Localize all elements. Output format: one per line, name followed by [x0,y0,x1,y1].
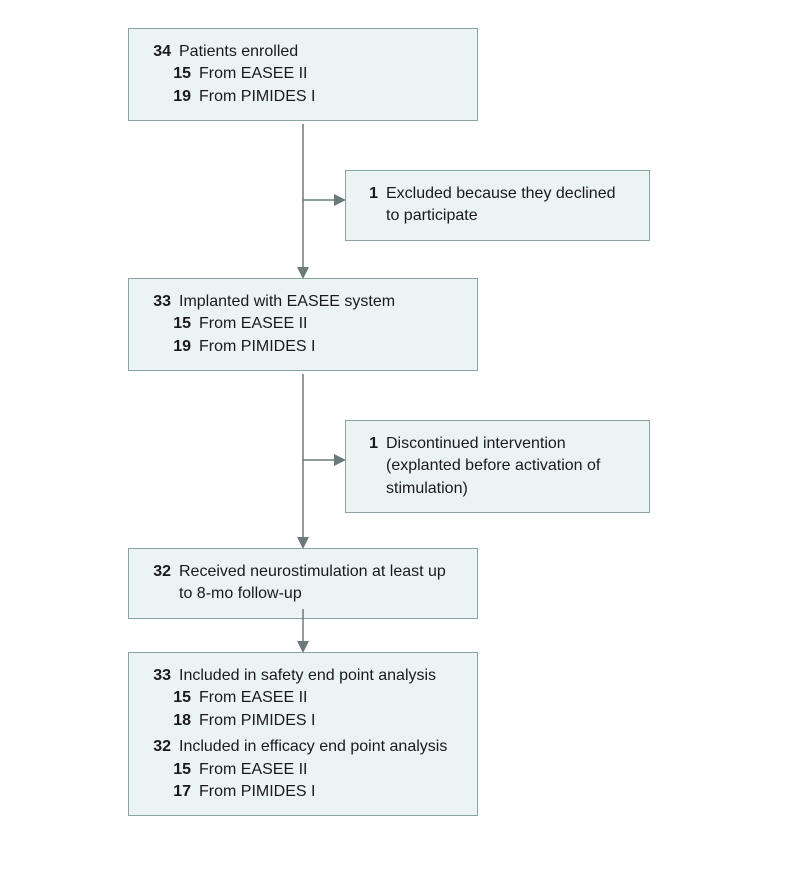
efficacy-num: 32 [145,736,171,758]
implanted-sub1: 15 From EASEE II [145,313,461,335]
excluded-num: 1 [362,183,378,228]
efficacy-row: 32 Included in efficacy end point analys… [145,736,461,758]
implanted-sub1-num: 15 [165,313,191,335]
efficacy-sub2-num: 17 [165,781,191,803]
efficacy-sub1: 15 From EASEE II [145,759,461,781]
efficacy-sub2-text: From PIMIDES I [199,781,315,803]
discontinued-row: 1 Discontinued intervention (explanted b… [362,433,633,500]
enrolled-num: 34 [145,41,171,63]
safety-sub2: 18 From PIMIDES I [145,710,461,732]
enrolled-sub1-num: 15 [165,63,191,85]
box-discontinued: 1 Discontinued intervention (explanted b… [345,420,650,513]
enrolled-sub2: 19 From PIMIDES I [145,86,461,108]
implanted-sub1-text: From EASEE II [199,313,307,335]
safety-text: Included in safety end point analysis [179,665,436,687]
box-analysis: 33 Included in safety end point analysis… [128,652,478,816]
implanted-text: Implanted with EASEE system [179,291,395,313]
box-received: 32 Received neurostimulation at least up… [128,548,478,619]
implanted-sub2-text: From PIMIDES I [199,336,315,358]
safety-sub1-text: From EASEE II [199,687,307,709]
enrolled-sub2-text: From PIMIDES I [199,86,315,108]
excluded-text: Excluded because they declined to partic… [386,183,633,228]
safety-num: 33 [145,665,171,687]
discontinued-num: 1 [362,433,378,500]
safety-row: 33 Included in safety end point analysis [145,665,461,687]
implanted-num: 33 [145,291,171,313]
implanted-sub2: 19 From PIMIDES I [145,336,461,358]
discontinued-text: Discontinued intervention (explanted bef… [386,433,633,500]
safety-sub2-text: From PIMIDES I [199,710,315,732]
safety-sub2-num: 18 [165,710,191,732]
enrolled-sub1: 15 From EASEE II [145,63,461,85]
enrolled-text: Patients enrolled [179,41,298,63]
box-excluded: 1 Excluded because they declined to part… [345,170,650,241]
efficacy-sub1-text: From EASEE II [199,759,307,781]
efficacy-sub2: 17 From PIMIDES I [145,781,461,803]
efficacy-text: Included in efficacy end point analysis [179,736,447,758]
enrolled-sub2-num: 19 [165,86,191,108]
efficacy-sub1-num: 15 [165,759,191,781]
received-num: 32 [145,561,171,606]
safety-sub1: 15 From EASEE II [145,687,461,709]
enrolled-sub1-text: From EASEE II [199,63,307,85]
box-enrolled: 34 Patients enrolled 15 From EASEE II 19… [128,28,478,121]
received-row: 32 Received neurostimulation at least up… [145,561,461,606]
box-implanted: 33 Implanted with EASEE system 15 From E… [128,278,478,371]
implanted-main: 33 Implanted with EASEE system [145,291,461,313]
excluded-row: 1 Excluded because they declined to part… [362,183,633,228]
received-text: Received neurostimulation at least up to… [179,561,461,606]
safety-sub1-num: 15 [165,687,191,709]
enrolled-main: 34 Patients enrolled [145,41,461,63]
implanted-sub2-num: 19 [165,336,191,358]
